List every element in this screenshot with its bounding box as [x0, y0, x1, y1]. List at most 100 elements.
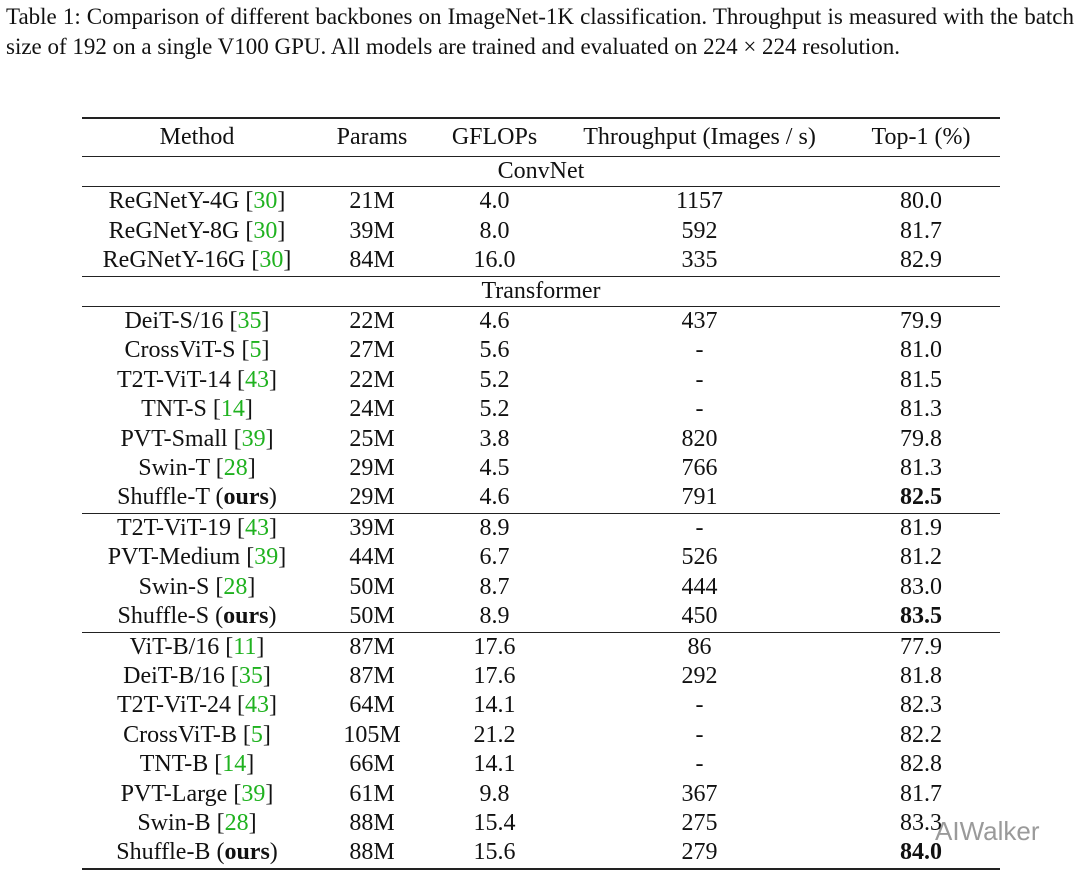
top1-cell: 77.9 — [842, 631, 1000, 662]
table-row: Swin-S [28] 50M 8.7 444 83.0 — [82, 573, 1000, 602]
gflops-cell: 15.4 — [473, 809, 516, 836]
gflops-cell: 4.6 — [479, 308, 510, 335]
citation: 43 — [245, 366, 270, 393]
method-text: DeiT-S/16 [ — [124, 308, 238, 335]
throughput-cell: 367 — [681, 780, 718, 807]
top1-cell: 81.7 — [900, 780, 942, 807]
params-cell: 29M — [349, 484, 395, 511]
throughput-cell: 791 — [681, 484, 718, 511]
watermark: AIWalker — [935, 816, 1040, 846]
method-note: ours — [223, 603, 269, 630]
throughput-cell: 275 — [681, 809, 718, 836]
method-text: ] — [277, 188, 286, 215]
gflops-cell: 8.0 — [479, 217, 510, 244]
method-text: T2T-ViT-24 [ — [116, 692, 246, 719]
method-cell: PVT-Large [39] — [82, 780, 312, 809]
section-row: Transformer — [82, 275, 1000, 308]
gflops-cell: 5.2 — [479, 396, 510, 423]
top1-cell: 81.3 — [900, 396, 942, 423]
top1-cell: 81.8 — [900, 662, 942, 689]
method-cell: T2T-ViT-14 [43] — [82, 366, 312, 395]
citation: 5 — [249, 337, 262, 364]
gflops-cell: 4.6 — [479, 484, 510, 511]
method-text: ] — [262, 721, 271, 748]
gflops-cell: 4.0 — [479, 188, 510, 215]
citation: 11 — [233, 633, 257, 660]
gflops-cell: 15.6 — [473, 839, 516, 866]
column-header: GFLOPs — [432, 118, 557, 157]
method-text: ] — [247, 455, 256, 482]
top1-cell: 81.3 — [900, 455, 942, 482]
params-cell: 39M — [349, 217, 395, 244]
params-cell: 39M — [312, 512, 432, 544]
method-cell: ViT-B/16 [11] — [82, 631, 312, 662]
citation: 35 — [237, 308, 262, 335]
params-cell: 29M — [349, 455, 395, 482]
method-text: Swin-T [ — [138, 455, 224, 482]
throughput-cell: 450 — [681, 603, 718, 630]
method-cell: Swin-T [28] — [82, 454, 312, 483]
method-text: CrossViT-B [ — [123, 721, 251, 748]
method-text: ) — [269, 839, 278, 866]
method-text: ] — [262, 662, 271, 689]
gflops-cell: 17.6 — [473, 662, 516, 689]
throughput-cell: 86 — [557, 631, 842, 662]
citation: 28 — [224, 809, 249, 836]
method-cell: ReGNetY-4G [30] — [82, 187, 312, 217]
params-cell: 50M — [349, 573, 395, 600]
method-text: ] — [269, 514, 278, 541]
table-row: ViT-B/16 [11] 87M 17.6 86 77.9 — [82, 631, 1000, 662]
citation: 28 — [223, 455, 248, 482]
citation: 14 — [222, 751, 247, 778]
table-row: PVT-Medium [39] 44M 6.7 526 81.2 — [82, 543, 1000, 572]
gflops-cell: 6.7 — [479, 544, 510, 571]
params-cell: 61M — [349, 780, 395, 807]
throughput-cell: - — [695, 692, 704, 719]
method-text: ReGNetY-16G [ — [102, 247, 260, 274]
table-row: Shuffle-B (ours) 88M 15.6 279 84.0 — [82, 838, 1000, 868]
table-row: Swin-T [28] 29M 4.5 766 81.3 — [82, 454, 1000, 483]
method-text: ] — [246, 751, 255, 778]
method-cell: CrossViT-S [5] — [82, 336, 312, 365]
top1-cell: 83.3 — [900, 809, 942, 836]
gflops-cell: 17.6 — [432, 631, 557, 662]
top1-cell: 82.3 — [900, 692, 942, 719]
gflops-cell: 14.1 — [473, 692, 516, 719]
throughput-cell: - — [695, 751, 704, 778]
method-text: Shuffle-T ( — [117, 484, 224, 511]
top1-cell: 81.2 — [900, 544, 942, 571]
table-row: ReGNetY-4G [30] 21M 4.0 1157 80.0 — [82, 187, 1000, 217]
table-row: ReGNetY-8G [30] 39M 8.0 592 81.7 — [82, 217, 1000, 246]
method-text: Shuffle-B ( — [116, 839, 225, 866]
throughput-cell: 820 — [681, 425, 718, 452]
gflops-cell: 3.8 — [479, 425, 510, 452]
throughput-cell: 1157 — [675, 188, 724, 215]
table-row: T2T-ViT-19 [43] 39M 8.9-81.9 — [82, 512, 1000, 544]
method-cell: ReGNetY-8G [30] — [82, 217, 312, 246]
throughput-cell: 292 — [681, 662, 718, 689]
method-text: ] — [277, 217, 286, 244]
params-cell: 27M — [349, 337, 395, 364]
top1-cell: 84.0 — [900, 839, 942, 866]
gflops-cell: 5.2 — [479, 366, 510, 393]
citation: 30 — [259, 247, 284, 274]
top1-cell: 81.0 — [900, 337, 942, 364]
table-row: T2T-ViT-14 [43] 22M 5.2 - 81.5 — [82, 366, 1000, 395]
table-row: Shuffle-S (ours) 50M 8.9 450 83.5 — [82, 602, 1000, 632]
top1-cell: 82.5 — [900, 484, 942, 511]
gflops-cell: 16.0 — [473, 247, 516, 274]
column-header: Throughput (Images / s) — [557, 118, 842, 157]
method-text: TNT-B [ — [139, 751, 223, 778]
params-cell: 22M — [349, 308, 395, 335]
citation: 39 — [241, 425, 266, 452]
method-text: T2T-ViT-14 [ — [116, 366, 246, 393]
method-text: ] — [248, 809, 257, 836]
params-cell: 88M — [349, 809, 395, 836]
top1-cell: 83.5 — [900, 603, 942, 630]
method-note: ours — [224, 839, 270, 866]
method-cell: DeiT-B/16 [35] — [82, 662, 312, 691]
throughput-cell: 526 — [681, 544, 718, 571]
throughput-cell: 279 — [681, 839, 718, 866]
method-text: ) — [268, 484, 277, 511]
